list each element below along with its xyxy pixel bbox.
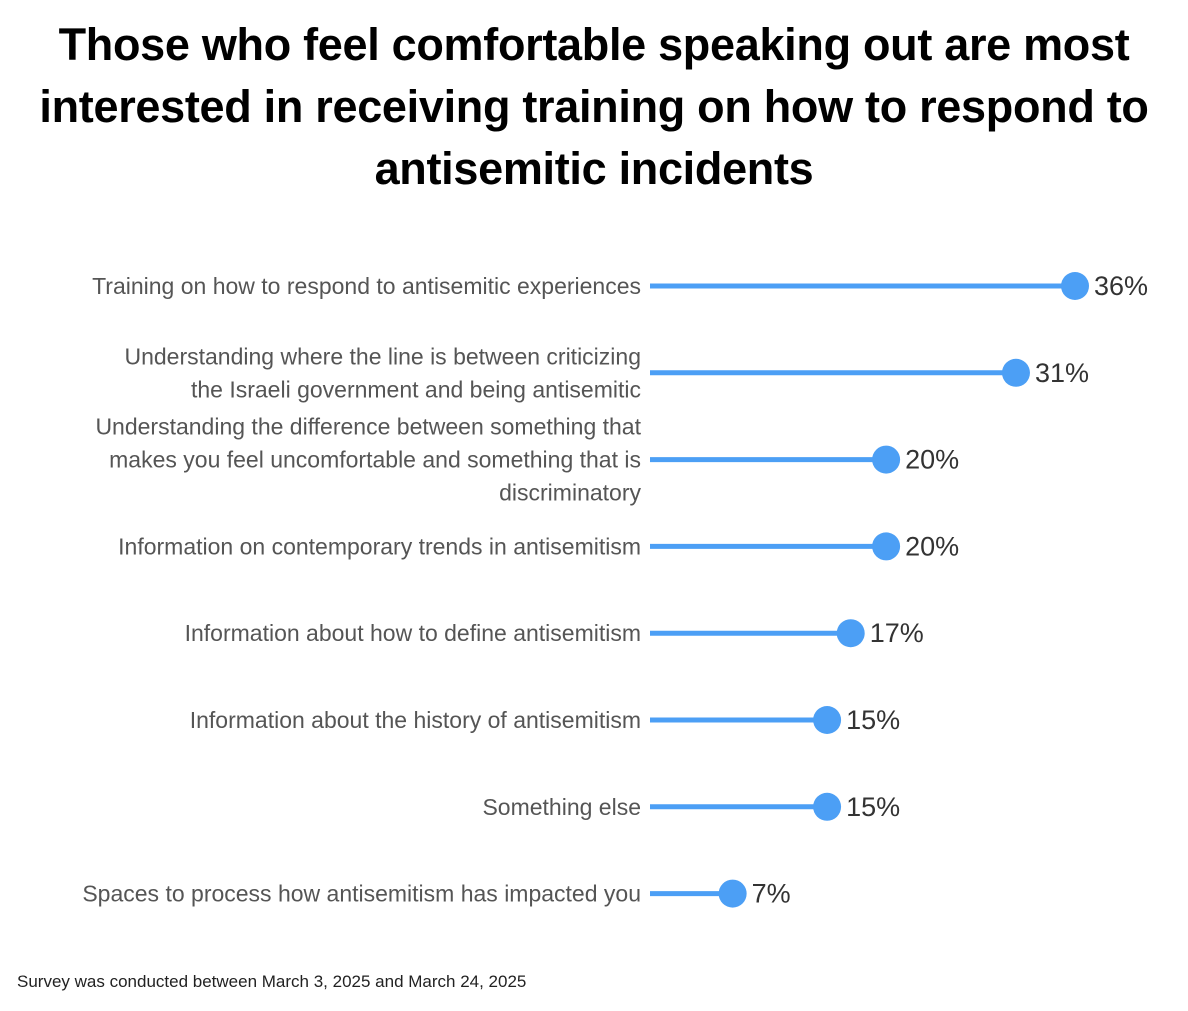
- lollipop-dot: [836, 619, 865, 648]
- chart-title: Those who feel comfortable speaking out …: [39, 19, 1149, 194]
- lollipop-dot: [813, 706, 842, 734]
- value-label: 17%: [870, 618, 924, 648]
- category-label: Information on contemporary trends in an…: [118, 533, 641, 559]
- category-label: Information about the history of antisem…: [190, 707, 641, 733]
- chart-rows: Training on how to respond to antisemiti…: [82, 271, 1148, 909]
- lollipop-dot: [718, 879, 747, 908]
- category-label: Spaces to process how antisemitism has i…: [82, 881, 641, 907]
- lollipop-dot: [1061, 272, 1089, 300]
- lollipop-dot: [872, 445, 901, 474]
- footnote: Survey was conducted between March 3, 20…: [17, 972, 527, 991]
- category-label: Understanding where the line is between …: [124, 343, 641, 402]
- value-label: 15%: [846, 792, 900, 822]
- lollipop-dot: [872, 532, 901, 561]
- lollipop-dot: [1001, 358, 1030, 387]
- value-label: 20%: [905, 531, 959, 561]
- category-label: Information about how to define antisemi…: [185, 620, 641, 646]
- lollipop-chart: Training on how to respond to antisemiti…: [82, 271, 1148, 909]
- category-label: Something else: [482, 794, 641, 820]
- value-label: 20%: [905, 445, 959, 475]
- category-label: Understanding the difference between som…: [95, 414, 641, 506]
- value-label: 31%: [1035, 358, 1089, 388]
- lollipop-dot: [813, 792, 842, 821]
- value-label: 15%: [846, 705, 900, 735]
- category-label: Training on how to respond to antisemiti…: [92, 273, 641, 299]
- value-label: 7%: [752, 879, 791, 909]
- value-label: 36%: [1094, 271, 1148, 301]
